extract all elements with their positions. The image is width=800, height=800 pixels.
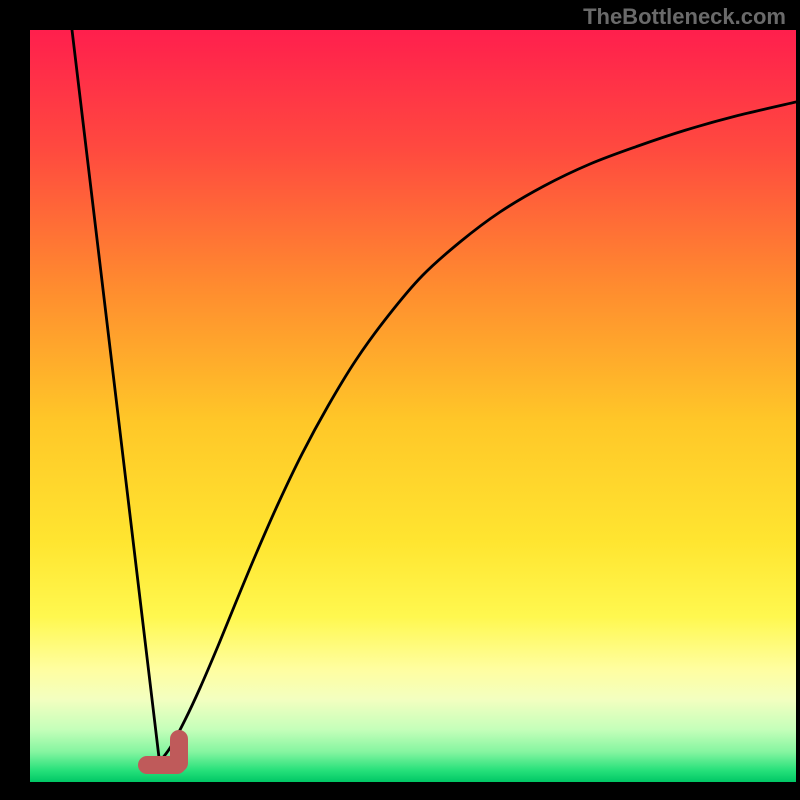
- plot-area: [30, 30, 796, 782]
- curves-svg: [30, 30, 796, 782]
- curve-line-right: [156, 102, 796, 766]
- watermark-text: TheBottleneck.com: [583, 4, 786, 30]
- chart-container: TheBottleneck.com: [0, 0, 800, 800]
- marker-horizontal: [138, 756, 186, 774]
- curve-line-left: [72, 30, 160, 766]
